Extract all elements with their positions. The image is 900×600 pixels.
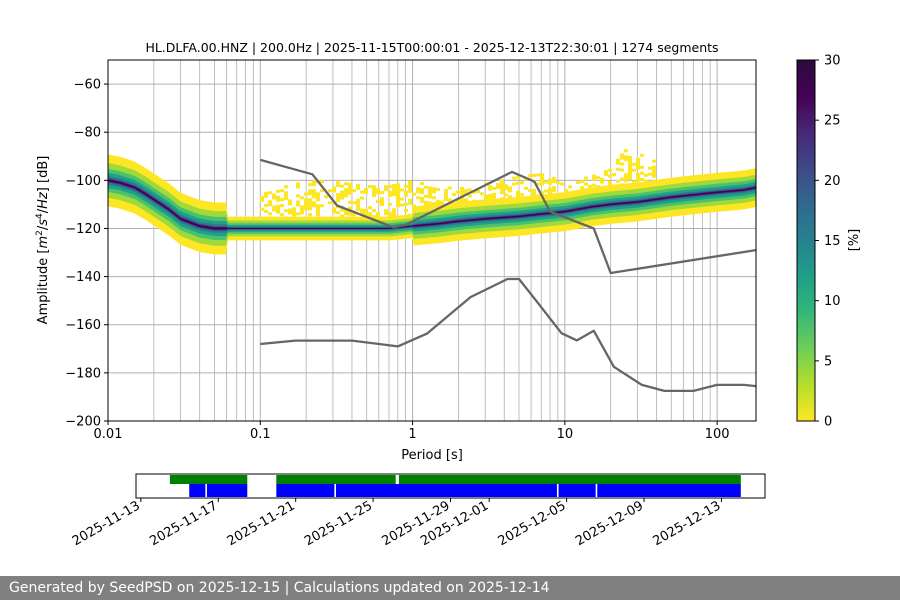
colorbar-gradient [796, 59, 816, 422]
timeline-ticks: 2025-11-13 2025-11-17 2025-11-21 2025-11-25… [70, 498, 724, 549]
colorbar-tick-label: 15 [824, 234, 841, 249]
timeline-tick-label: 2025-11-13 [70, 498, 143, 549]
timeline-blue-bar [276, 484, 335, 497]
y-tick-label: −120 [65, 222, 101, 237]
timeline-chart: 2025-11-13 2025-11-17 2025-11-21 2025-11-25… [70, 473, 766, 549]
y-tick-label: −180 [65, 366, 101, 381]
footer-bar: Generated by SeedPSD on 2025-12-15 | Cal… [0, 576, 900, 600]
colorbar-tick-label: 5 [824, 354, 832, 369]
timeline-blue-bar [558, 484, 596, 497]
y-tick-label: −60 [74, 78, 101, 93]
mode-heat [108, 154, 756, 255]
y-tick-label: −140 [65, 270, 101, 285]
timeline-green-bar [398, 475, 741, 484]
colorbar-tick-label: 0 [824, 415, 832, 430]
x-tick-label: 10 [557, 427, 574, 442]
timeline-tick-label: 2025-11-25 [302, 498, 375, 549]
timeline-green-bar [276, 475, 396, 484]
y-tick-label: −80 [74, 126, 101, 141]
colorbar-ticks: 0 5 10 15 20 25 30 [815, 54, 841, 430]
colorbar-tick-label: 25 [824, 114, 841, 129]
low-noise-model-line [260, 277, 756, 393]
colorbar-label: [%] [847, 229, 862, 252]
timeline-tick-label: 2025-11-17 [147, 498, 220, 549]
timeline-tick-label: 2025-12-05 [496, 498, 569, 549]
x-tick-label: 1 [408, 427, 416, 442]
y-tick-label: −160 [65, 318, 101, 333]
footer-text: Generated by SeedPSD on 2025-12-15 | Cal… [9, 580, 550, 596]
timeline-blue-bar [206, 484, 248, 497]
timeline-bars [169, 475, 741, 497]
timeline-green-bar [169, 475, 248, 484]
timeline-tick-label: 2025-12-09 [573, 498, 646, 549]
timeline-blue-bar [335, 484, 557, 497]
colorbar-tick-label: 20 [824, 174, 841, 189]
timeline-blue-bar [597, 484, 741, 497]
y-tick-label: −200 [65, 415, 101, 430]
y-tick-label: −100 [65, 174, 101, 189]
colorbar-tick-label: 10 [824, 294, 841, 309]
plot-frame [107, 59, 757, 422]
x-tick-label: 0.1 [250, 427, 271, 442]
x-tick-label: 100 [705, 427, 730, 442]
high-noise-model-line [259, 158, 756, 275]
chart-title: HL.DLFA.00.HNZ | 200.0Hz | 2025-11-15T00… [145, 40, 718, 55]
y-axis-label: Amplitude [m2/s4/Hz] [dB] [35, 156, 51, 325]
x-tick-label: 0.01 [94, 427, 123, 442]
psd-figure: HL.DLFA.00.HNZ | 200.0Hz | 2025-11-15T00… [35, 40, 862, 549]
plot-area: 0.01 0.1 1 10 100 −60 −80 −100 −120 −140 −160 −180… [65, 59, 757, 442]
colorbar-tick-label: 30 [824, 54, 841, 69]
timeline-blue-bar [189, 484, 206, 497]
timeline-tick-label: 2025-12-13 [651, 498, 724, 549]
colorbar: 0 5 10 15 20 25 30 [%] [796, 54, 862, 430]
reference-curves [259, 158, 756, 393]
timeline-tick-label: 2025-11-21 [225, 498, 298, 549]
x-axis-label: Period [s] [401, 448, 463, 463]
y-axis-ticks: −60 −80 −100 −120 −140 −160 −180 −200 [65, 78, 108, 430]
x-axis-ticks: 0.01 0.1 1 10 100 [94, 421, 730, 442]
mode-heat-layer-5 [108, 178, 756, 231]
